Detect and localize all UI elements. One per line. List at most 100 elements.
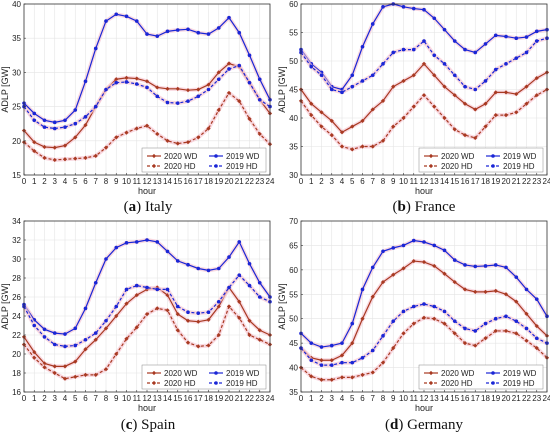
x-tick-label: 3 xyxy=(53,177,58,186)
point-hd2019 xyxy=(370,348,375,353)
x-tick-label: 8 xyxy=(104,177,109,186)
point-wd2020 xyxy=(52,145,57,150)
y-tick-label: 30 xyxy=(289,171,298,180)
point-hd2020 xyxy=(196,135,201,140)
point-wd2020 xyxy=(483,289,488,294)
x-tick-label: 24 xyxy=(543,394,550,403)
legend-entry-wd2019: 2019 WD xyxy=(503,152,537,161)
point-hd2020 xyxy=(83,155,88,160)
point-wd2020 xyxy=(32,140,37,145)
point-hd2019 xyxy=(483,321,488,326)
point-wd2020 xyxy=(196,87,201,92)
point-hd2019 xyxy=(165,100,170,105)
point-wd2019 xyxy=(237,240,242,244)
x-tick-label: 0 xyxy=(22,394,27,403)
point-wd2019 xyxy=(52,120,57,125)
x-tick-label: 3 xyxy=(330,177,335,186)
point-hd2019 xyxy=(473,87,478,92)
point-hd2020 xyxy=(155,306,160,311)
point-wd2020 xyxy=(329,358,334,363)
point-wd2020 xyxy=(421,61,427,66)
point-wd2020 xyxy=(452,279,457,285)
y-tick-label: 40 xyxy=(12,0,21,9)
x-tick-label: 2 xyxy=(319,394,324,403)
legend-entry-hd2020: 2020 HD xyxy=(164,379,196,388)
point-wd2019 xyxy=(83,79,88,84)
x-tick-label: 21 xyxy=(512,177,521,186)
x-tick-label: 6 xyxy=(360,394,365,403)
x-tick-label: 14 xyxy=(163,394,172,403)
point-wd2019 xyxy=(442,27,447,32)
point-hd2019 xyxy=(442,62,447,66)
point-wd2019 xyxy=(319,345,324,349)
x-tick-label: 10 xyxy=(122,394,131,403)
point-hd2019 xyxy=(206,87,211,92)
x-axis-label: hour xyxy=(415,186,433,196)
x-tick-label: 19 xyxy=(491,177,500,186)
y-tick-label: 16 xyxy=(12,388,21,397)
point-wd2020 xyxy=(257,328,262,333)
point-hd2019 xyxy=(52,126,57,131)
x-tick-label: 15 xyxy=(450,177,459,186)
point-wd2019 xyxy=(381,249,385,254)
point-wd2020 xyxy=(185,88,191,93)
point-hd2020 xyxy=(247,332,252,338)
point-wd2019 xyxy=(175,259,180,263)
point-hd2020 xyxy=(73,374,78,379)
point-wd2019 xyxy=(134,240,139,244)
point-hd2019 xyxy=(196,94,201,99)
point-hd2019 xyxy=(42,335,47,339)
panel-germany: 0 1 2 3 4 5 6 7 8 9 10 11 12 13 14 15 16 17 18 19 20 21 22 23 24… xyxy=(277,217,550,433)
x-axis-label: hour xyxy=(138,186,156,196)
point-wd2020 xyxy=(411,73,416,78)
point-hd2019 xyxy=(186,99,190,103)
point-wd2020 xyxy=(319,358,324,363)
x-tick-label: 19 xyxy=(214,177,223,186)
point-wd2020 xyxy=(62,143,68,148)
point-hd2019 xyxy=(452,319,457,323)
point-wd2019 xyxy=(114,245,119,250)
point-hd2020 xyxy=(329,377,334,382)
point-hd2020 xyxy=(185,140,191,145)
x-tick-label: 5 xyxy=(350,177,355,186)
y-tick-label: 20 xyxy=(12,350,21,359)
point-hd2019 xyxy=(93,104,98,109)
point-wd2019 xyxy=(186,262,190,267)
point-hd2019 xyxy=(391,319,396,323)
point-hd2020 xyxy=(473,135,478,141)
y-tick-label: 24 xyxy=(12,312,21,321)
point-wd2019 xyxy=(114,12,119,17)
point-wd2019 xyxy=(155,240,160,244)
point-hd2019 xyxy=(340,360,344,365)
point-hd2020 xyxy=(503,328,509,334)
point-hd2019 xyxy=(134,82,139,86)
point-hd2020 xyxy=(32,148,37,154)
point-hd2019 xyxy=(329,363,334,367)
point-wd2020 xyxy=(483,101,488,106)
x-tick-label: 15 xyxy=(173,177,182,186)
point-hd2019 xyxy=(63,344,67,349)
point-hd2020 xyxy=(391,124,396,129)
point-hd2019 xyxy=(73,121,78,126)
point-wd2020 xyxy=(473,289,478,294)
point-wd2019 xyxy=(216,26,221,30)
x-tick-label: 11 xyxy=(410,394,419,403)
y-tick-label: 34 xyxy=(12,217,21,226)
point-hd2019 xyxy=(442,309,447,314)
point-hd2019 xyxy=(155,287,160,292)
point-hd2020 xyxy=(165,308,170,313)
point-wd2019 xyxy=(175,28,180,32)
point-wd2020 xyxy=(134,293,139,298)
point-wd2020 xyxy=(62,364,68,369)
point-wd2019 xyxy=(504,34,508,39)
point-wd2019 xyxy=(391,246,396,250)
point-wd2019 xyxy=(42,327,47,332)
x-axis-label: hour xyxy=(415,403,433,413)
point-wd2020 xyxy=(514,91,519,97)
point-wd2019 xyxy=(155,34,160,38)
point-hd2020 xyxy=(114,351,119,357)
y-tick-label: 60 xyxy=(289,266,298,275)
point-wd2020 xyxy=(534,323,539,329)
point-hd2020 xyxy=(257,131,262,137)
point-wd2019 xyxy=(452,258,457,262)
